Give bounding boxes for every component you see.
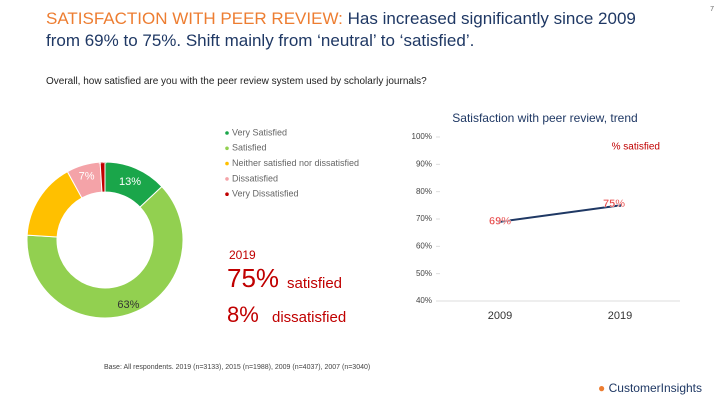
summary-dissatisfied-label: dissatisfied <box>272 309 346 326</box>
legend-swatch <box>225 192 229 196</box>
series-line <box>499 204 621 223</box>
y-tick-label: 100% <box>412 132 432 141</box>
slice-label: 7% <box>79 171 95 183</box>
legend-swatch <box>225 131 229 135</box>
summary-year: 2019 <box>229 248 256 262</box>
legend-label: Dissatisfied <box>232 173 278 183</box>
slice-label: 13% <box>119 176 141 188</box>
data-label: 69% <box>489 216 511 228</box>
y-tick-label: 90% <box>416 159 432 168</box>
legend-label: Satisfied <box>232 143 267 153</box>
title-text: Has increased significantly since 2009 f… <box>46 9 636 50</box>
legend-label: Neither satisfied nor dissatisfied <box>232 158 359 168</box>
legend-label: Very Dissatisfied <box>232 189 299 199</box>
data-label: 75% <box>603 198 625 210</box>
donut-slice <box>99 161 106 193</box>
y-tick-label: 60% <box>416 241 432 250</box>
summary-dissatisfied-value: 8% <box>227 302 259 327</box>
donut-slice <box>26 185 184 319</box>
summary-satisfied-value: 75% <box>227 263 279 293</box>
title-lead: SATISFACTION WITH PEER REVIEW: <box>46 9 343 28</box>
series-point <box>618 203 622 207</box>
base-note: Base: All respondents. 2019 (n=3133), 20… <box>104 364 371 371</box>
y-tick-label: 50% <box>416 269 432 278</box>
slice-label: 16% <box>16 185 38 197</box>
legend-swatch <box>225 161 229 166</box>
legend-label: Very Satisfied <box>232 127 287 137</box>
legend-swatch <box>225 146 229 151</box>
slice-label: 63% <box>117 299 139 311</box>
series-name: % satisfied <box>612 142 660 153</box>
x-tick-label: 2009 <box>488 310 512 322</box>
series-point <box>498 220 502 224</box>
brand-logo: ● CustomerInsights <box>598 381 702 395</box>
slice-label: 1% <box>98 160 107 166</box>
question: Overall, how satisfied are you with the … <box>46 76 427 87</box>
chart-title: Satisfaction with peer review, trend <box>452 111 637 125</box>
brand-text: CustomerInsights <box>608 381 702 395</box>
y-tick-label: 80% <box>416 187 432 196</box>
page-number: 7 <box>710 6 714 13</box>
legend-swatch <box>225 177 229 181</box>
y-tick-label: 40% <box>416 296 432 305</box>
summary-satisfied-label: satisfied <box>287 275 342 292</box>
x-tick-label: 2019 <box>608 310 632 322</box>
y-tick-label: 70% <box>416 214 432 223</box>
slide-title: SATISFACTION WITH PEER REVIEW: Has incre… <box>46 8 666 52</box>
